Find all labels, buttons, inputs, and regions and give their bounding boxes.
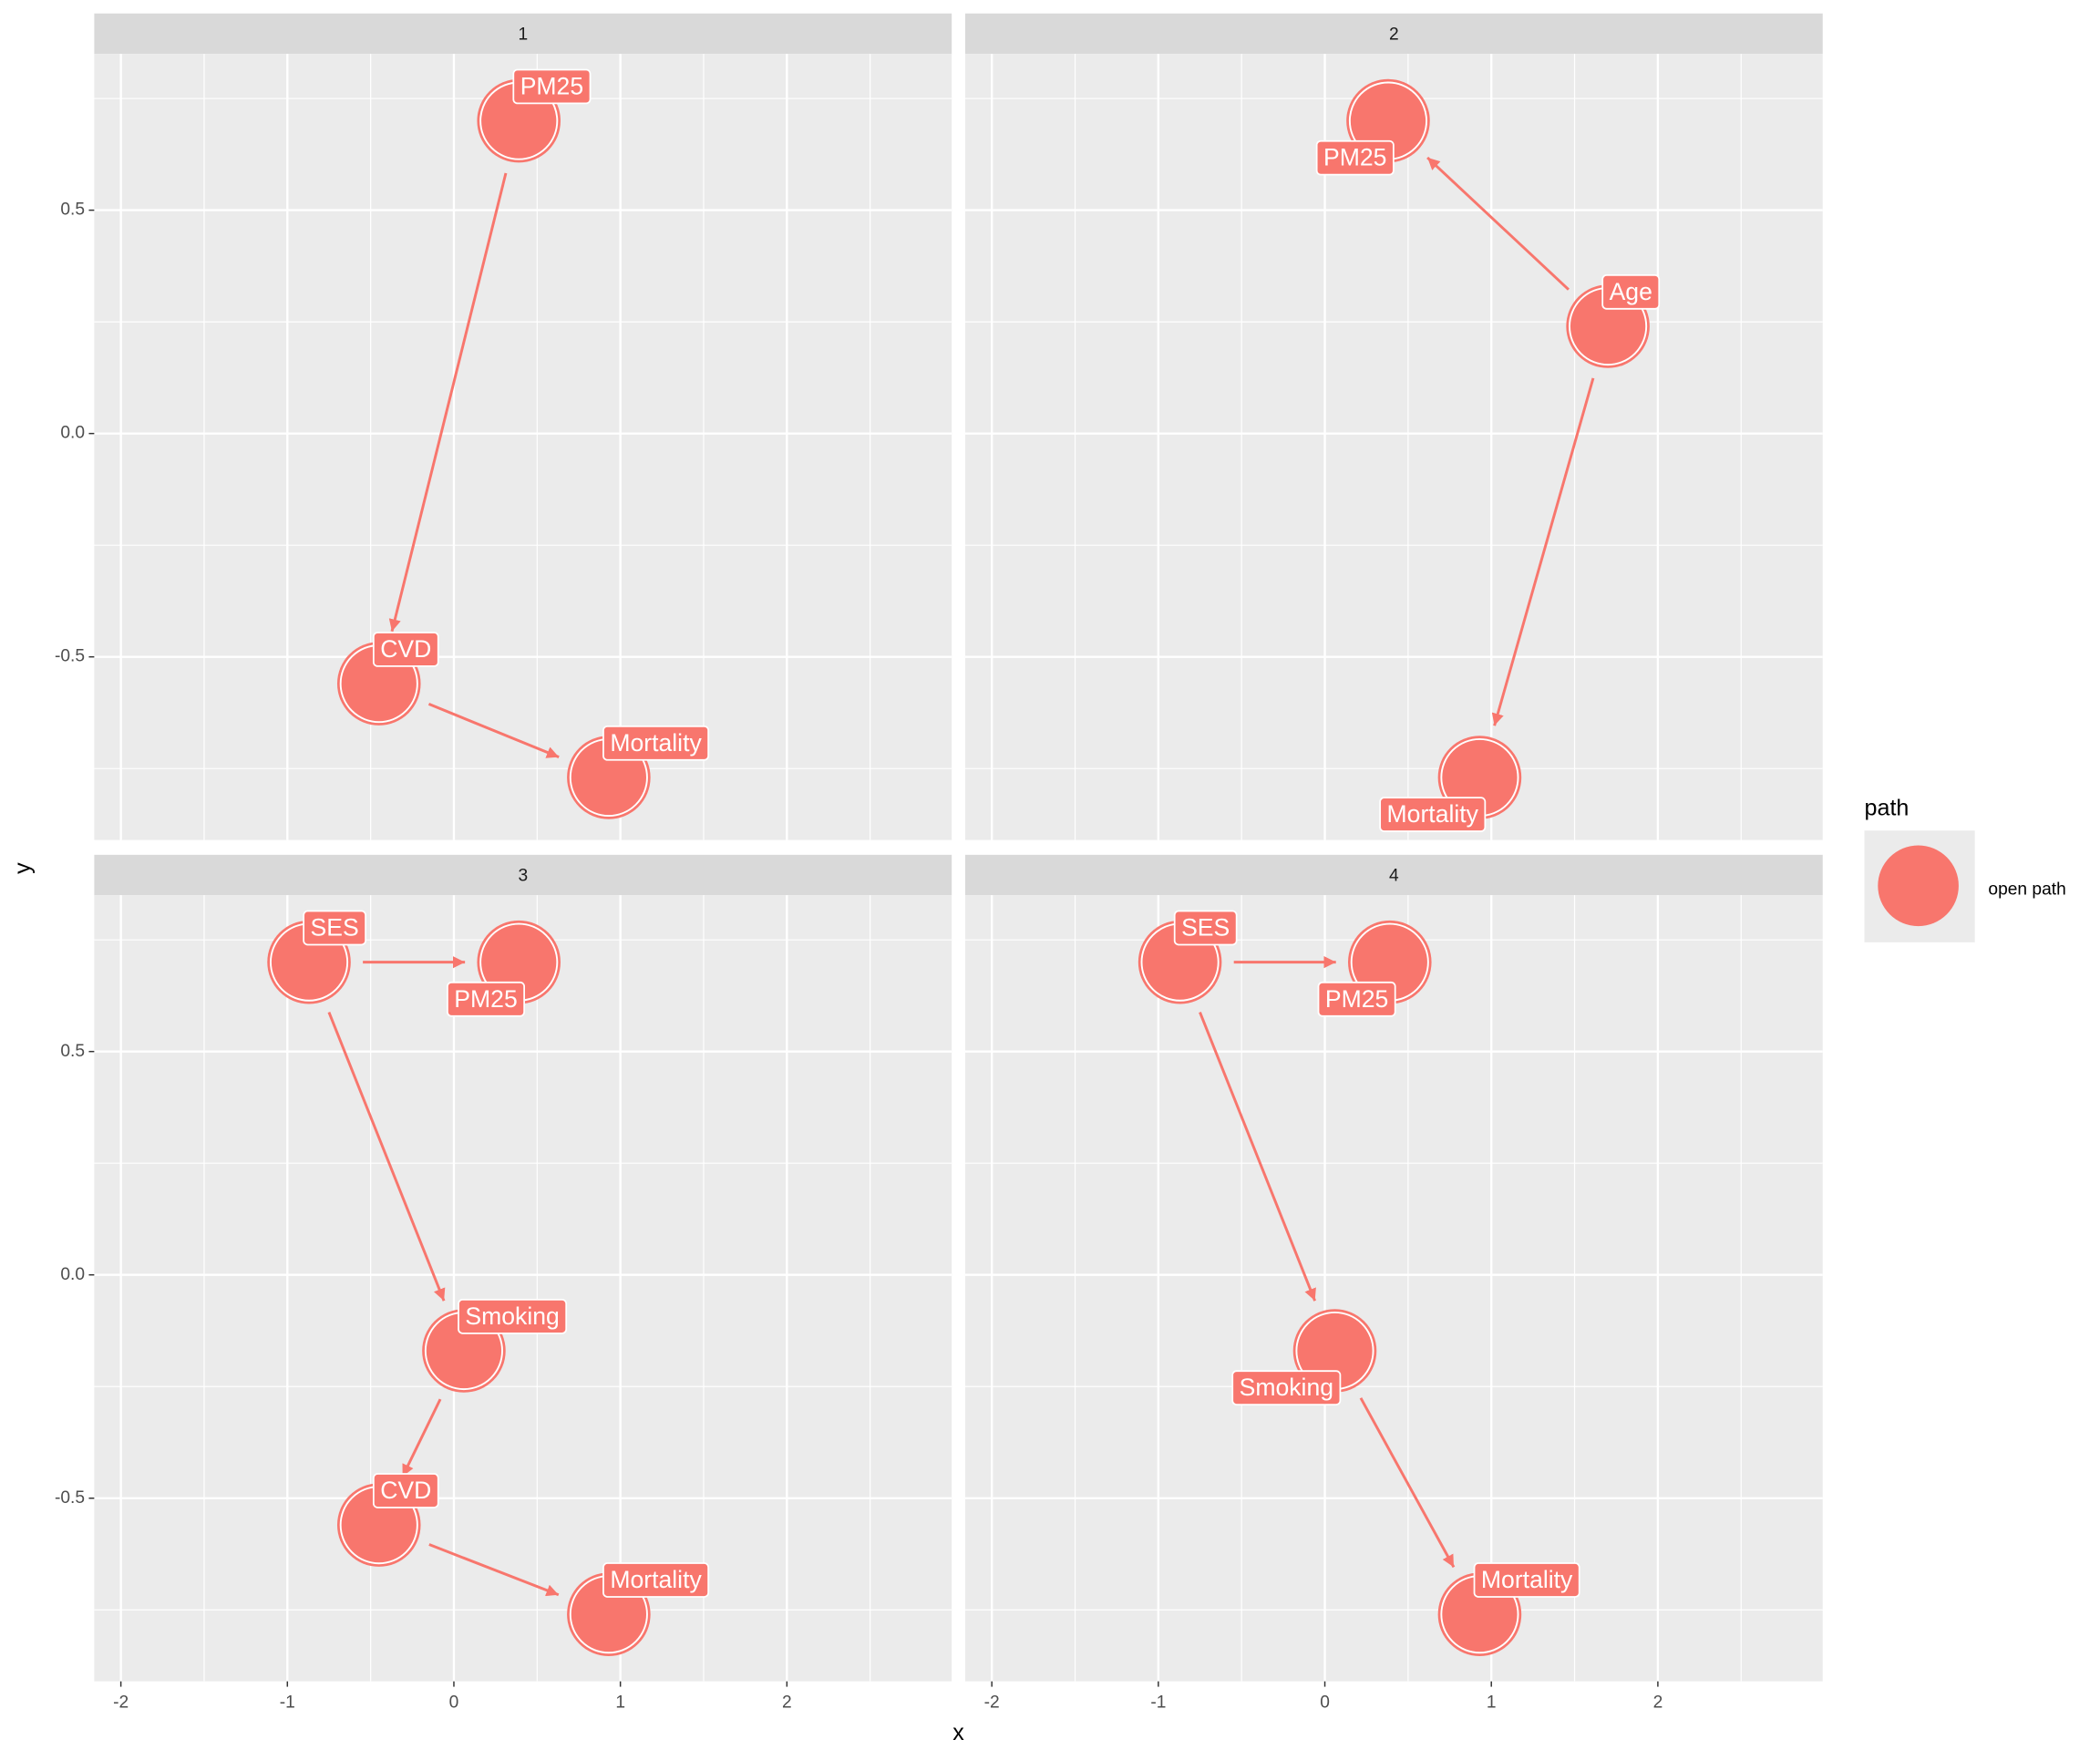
node-label: SES: [311, 913, 359, 941]
x-tick-label: -2: [113, 1693, 129, 1712]
edge: [401, 1398, 442, 1477]
y-tick-label: 0.0: [60, 424, 85, 443]
node-label: PM25: [1325, 985, 1388, 1013]
y-tick-label: -0.5: [55, 1488, 85, 1508]
node-label-box: [512, 68, 592, 105]
node-label: SES: [1181, 913, 1230, 941]
x-tick-label: 2: [1653, 1693, 1663, 1712]
x-tick-label: 1: [615, 1693, 625, 1712]
edge: [1491, 377, 1595, 726]
panel-background: [964, 895, 1823, 1682]
y-tick-label: 0.0: [60, 1265, 85, 1284]
panel-clip: [94, 54, 952, 840]
x-tick-label: 2: [782, 1693, 792, 1712]
node-label-box: [1173, 910, 1238, 946]
x-tick-label: 0: [449, 1693, 459, 1712]
node-label: Mortality: [610, 729, 702, 757]
node-label: PM25: [1323, 144, 1386, 171]
strip: [94, 854, 952, 896]
x-tick-label: 0: [1320, 1693, 1330, 1712]
node-label: CVD: [380, 1477, 431, 1504]
legend-label: open path: [1988, 880, 2065, 899]
strip-label: 3: [518, 867, 528, 886]
node-label: Smoking: [465, 1302, 559, 1330]
strip-label: 2: [1389, 25, 1399, 44]
x-tick-label: -1: [280, 1693, 295, 1712]
y-tick-label: 0.5: [60, 201, 85, 220]
edge: [327, 1011, 446, 1302]
node-label-box: [1379, 797, 1487, 832]
panel-background: [94, 895, 952, 1682]
strip-label: 1: [518, 25, 528, 44]
panel-background: [964, 54, 1823, 840]
node-label: PM25: [520, 72, 583, 99]
x-tick-label: 1: [1487, 1693, 1497, 1712]
strip: [94, 13, 952, 55]
panel-clip: [94, 895, 952, 1682]
node-label-box: [458, 1299, 568, 1334]
node-label: Smoking: [1240, 1374, 1333, 1401]
node-label-box: [1231, 1370, 1342, 1405]
edge: [428, 1543, 560, 1597]
edge: [1359, 1397, 1456, 1569]
x-tick-label: -1: [1150, 1693, 1166, 1712]
y-axis-title: y: [10, 862, 36, 874]
x-axis-title: x: [952, 1720, 964, 1745]
node-label: PM25: [454, 985, 517, 1013]
node-label-box: [372, 1473, 439, 1508]
node-label-box: [303, 910, 366, 946]
strip: [964, 13, 1823, 55]
edge: [1426, 156, 1570, 291]
edge: [1199, 1011, 1317, 1302]
node-label-box: [372, 632, 439, 667]
edge: [388, 172, 508, 633]
panel-background: [94, 54, 952, 840]
node-label-box: [602, 1562, 710, 1598]
node-label-box: [1317, 981, 1396, 1017]
node-label-box: [1473, 1562, 1580, 1598]
node-label: Mortality: [610, 1566, 702, 1593]
node-label-box: [447, 981, 526, 1017]
node-label: Age: [1610, 278, 1652, 305]
strip: [964, 854, 1823, 896]
node-label: Mortality: [1481, 1566, 1573, 1593]
legend-title: path: [1865, 795, 1910, 820]
node-label-box: [602, 725, 710, 761]
node-label: Mortality: [1387, 800, 1479, 828]
y-tick-label: -0.5: [55, 647, 85, 666]
strip-label: 4: [1389, 867, 1399, 886]
node-label: CVD: [380, 635, 431, 663]
x-tick-label: -2: [984, 1693, 1000, 1712]
node-label-box: [1315, 139, 1395, 176]
node-label-box: [1601, 274, 1661, 310]
y-tick-label: 0.5: [60, 1042, 85, 1061]
legend-swatch: [1878, 845, 1959, 927]
edge: [427, 703, 560, 759]
